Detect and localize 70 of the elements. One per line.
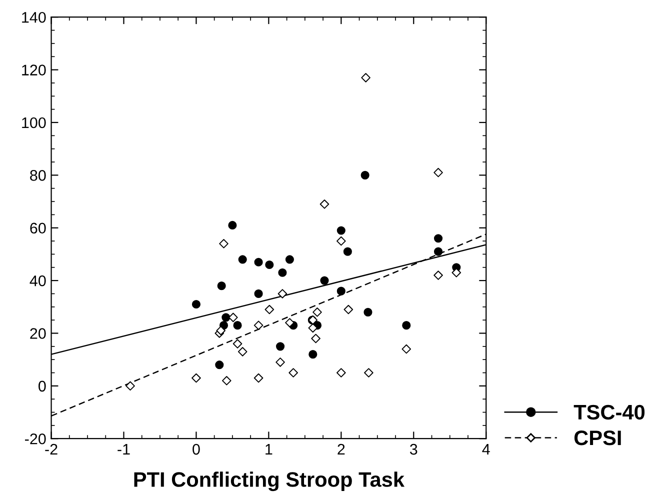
point [336,286,346,296]
point [285,318,294,328]
y-tick-label: 140 [22,12,46,23]
x-tick-label: 0 [192,444,200,455]
point [434,247,443,256]
point [217,282,226,290]
x-tick-label: 2 [338,444,345,455]
point [402,344,412,354]
point [285,255,294,264]
point [215,360,224,370]
point [320,276,329,285]
point [254,373,264,383]
y-tick-label: 40 [30,275,46,286]
point [264,304,274,314]
y-tick-label: 0 [38,380,46,392]
point [126,381,135,391]
x-tick-label: 1 [266,444,272,455]
point [320,199,330,209]
point [402,321,411,330]
point [238,255,247,264]
point [192,373,201,383]
y-tick-label: 100 [22,117,46,128]
point [434,234,443,243]
x-tick-label: 4 [482,444,490,455]
point [278,289,288,298]
point [360,170,370,180]
point [361,73,370,82]
point [276,358,285,367]
x-tick-label: -1 [118,444,130,455]
point [254,258,263,266]
point [364,308,372,316]
x-axis-title: PTI Conflicting Stroop Task [134,472,405,492]
point [228,220,237,230]
point [434,168,443,178]
point [238,347,248,356]
y-tick-label: 60 [30,222,46,234]
point [336,368,346,378]
y-tick-label: 120 [22,64,46,76]
point [192,300,201,309]
x-tick-label: -2 [45,444,58,455]
point [276,342,285,351]
y-tick-label: 80 [30,170,46,181]
y-tick-label: -20 [25,433,46,444]
point [216,326,226,336]
point [219,239,228,248]
point [222,313,230,322]
point [312,308,322,317]
point [232,339,242,348]
point [228,312,238,322]
point [265,260,274,270]
point [254,320,264,330]
point [233,321,242,330]
point [288,368,298,378]
point [308,350,318,359]
point [308,323,318,333]
point [343,247,352,256]
legend-label: CPSI [574,430,621,446]
point [344,304,354,314]
point [452,268,462,278]
point [311,334,320,344]
legend-label: TSC-40 [574,404,645,420]
point [254,289,263,298]
point [434,270,443,280]
point [364,368,374,378]
x-tick-label: 3 [410,444,418,455]
point [222,376,232,386]
y-tick-label: 20 [30,328,46,339]
point [336,236,346,246]
point [336,226,346,235]
point [278,268,287,277]
